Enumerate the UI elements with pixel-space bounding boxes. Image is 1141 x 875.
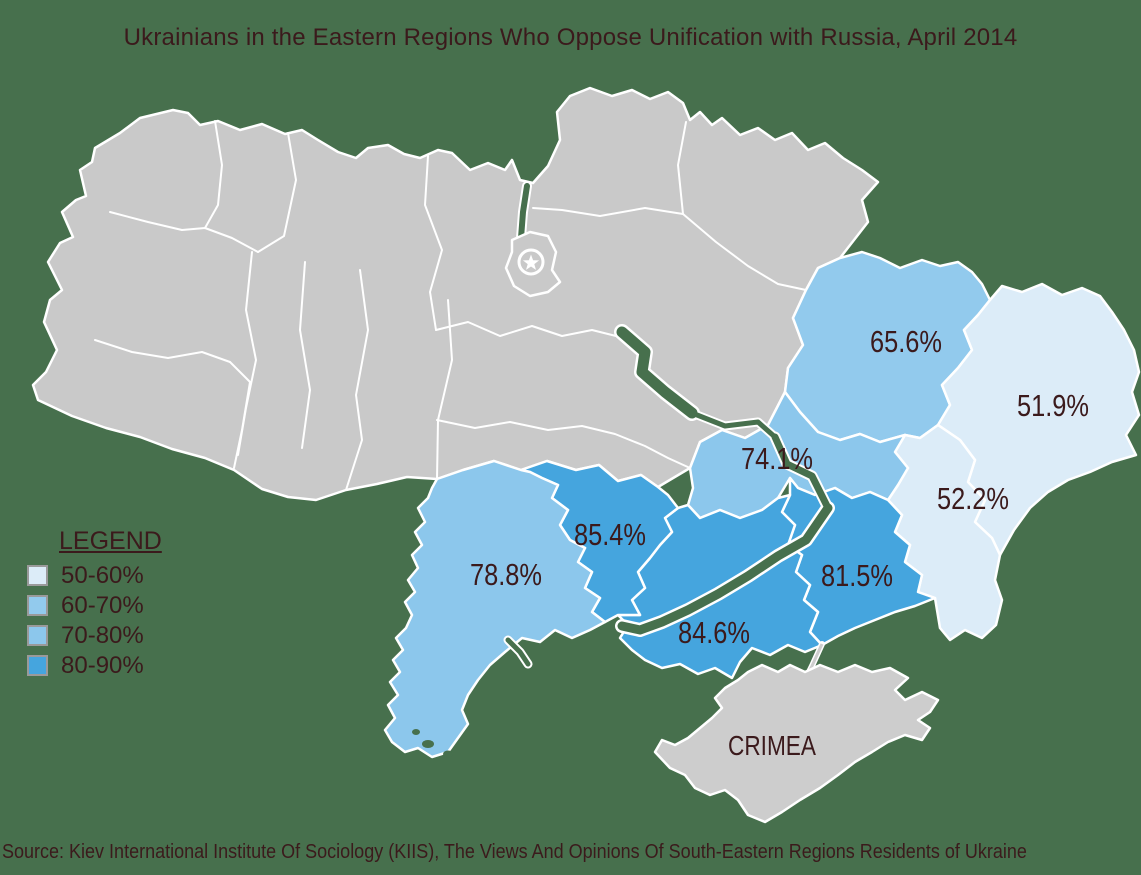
region-luhansk <box>936 282 1141 557</box>
legend-swatch-80-90 <box>27 655 48 676</box>
legend-swatch-50-60 <box>27 565 48 586</box>
region-value-odesa: 78.8% <box>470 557 542 592</box>
region-odesa <box>383 459 607 759</box>
region-value-donetsk: 52.2% <box>937 481 1009 516</box>
legend-row: 80-90% <box>27 652 162 679</box>
legend-label: 70-80% <box>61 622 144 649</box>
legend-heading: LEGEND <box>59 527 162 555</box>
capital-star-icon <box>522 254 540 270</box>
legend-label: 50-60% <box>61 562 144 589</box>
oblast-borders <box>94 120 807 491</box>
legend-label: 80-90% <box>61 652 144 679</box>
page-title: Ukrainians in the Eastern Regions Who Op… <box>123 24 1018 51</box>
legend-swatch-60-70 <box>27 595 48 616</box>
crimea-label: CRIMEA <box>728 730 816 761</box>
region-value-mykolaiv: 85.4% <box>574 517 646 552</box>
region-value-kharkiv: 65.6% <box>870 324 942 359</box>
kyiv-capital-marker <box>504 230 562 298</box>
source-attribution: Source: Kiev International Institute Of … <box>2 841 1027 863</box>
legend: LEGEND 50-60% 60-70% 70-80% 80-90% <box>27 527 162 685</box>
region-value-dnipropetrovsk: 74.1% <box>741 441 813 476</box>
region-crimea <box>653 641 940 824</box>
region-value-luhansk: 51.9% <box>1017 388 1089 423</box>
capital-circle-icon <box>517 248 545 276</box>
legend-row: 70-80% <box>27 622 162 649</box>
legend-label: 60-70% <box>61 592 144 619</box>
region-value-kherson: 84.6% <box>678 615 750 650</box>
legend-row: 50-60% <box>27 562 162 589</box>
dnieper-river <box>412 181 835 758</box>
legend-swatch-70-80 <box>27 625 48 646</box>
region-value-zaporizhzhia: 81.5% <box>821 558 893 593</box>
legend-row: 60-70% <box>27 592 162 619</box>
